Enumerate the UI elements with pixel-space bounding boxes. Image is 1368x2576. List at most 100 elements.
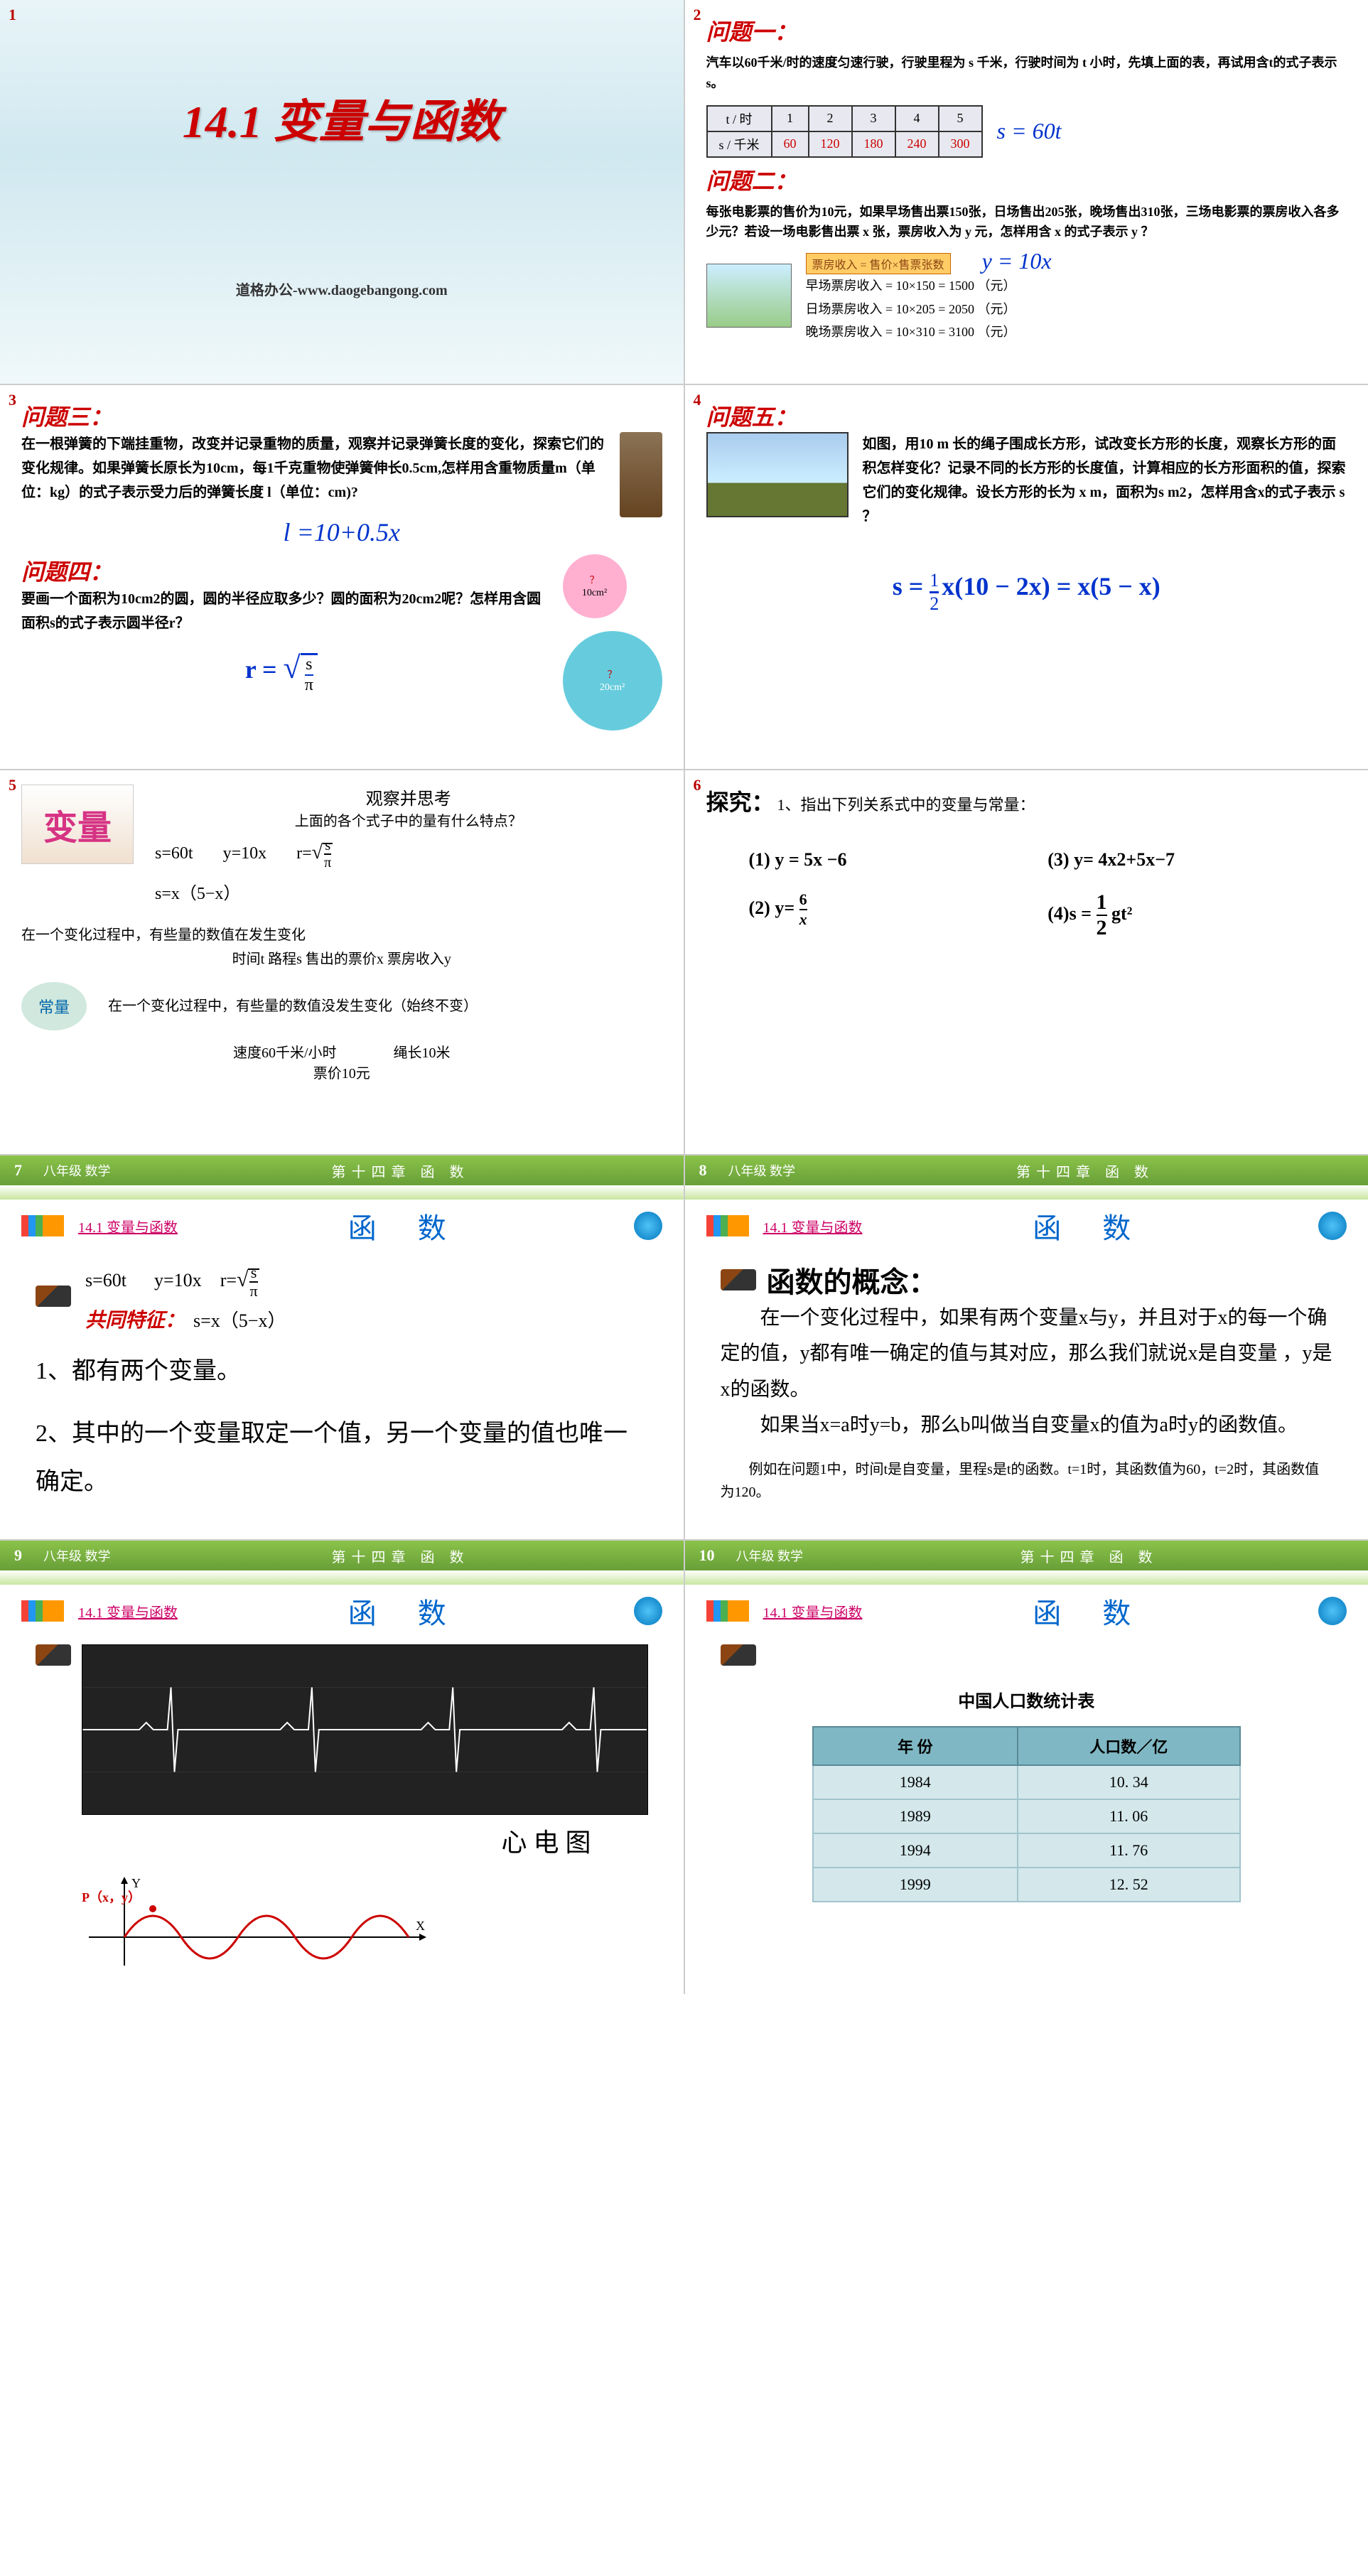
pencil-icon xyxy=(706,1215,749,1236)
eq3: s=x（5−x） xyxy=(155,879,662,904)
eq-line-2: 共同特征： s=x（5−x） xyxy=(85,1305,286,1333)
eq-col: s=60t y=10x r=√sπ 共同特征： s=x（5−x） xyxy=(85,1259,286,1333)
eq1: s=60t xyxy=(155,844,193,863)
eq2: y=10x xyxy=(223,844,267,863)
separator xyxy=(685,1570,1368,1585)
globe-icon xyxy=(1318,1212,1347,1240)
question-4-text: 要画一个面积为10cm2的圆，圆的半径应取多少？圆的面积为20cm2呢？怎样用含… xyxy=(21,587,542,635)
brush-icon xyxy=(721,1269,756,1290)
revenue-formula-row: 票房收入 = 售价×售票张数 y = 10x xyxy=(806,248,1052,274)
ecg-label: 心 电 图 xyxy=(82,1822,648,1859)
ft: 6 xyxy=(799,892,807,907)
eq-grid: (1) y = 5x −6 (3) y= 4x2+5x−7 (2) y= 6 x… xyxy=(749,849,1305,939)
eq-line-1: s=60t y=10x r=√sπ xyxy=(85,1265,286,1299)
calc-column: 票房收入 = 售价×售票张数 y = 10x 早场票房收入 = 10×150 =… xyxy=(806,248,1052,343)
fraction: 1 2 xyxy=(1097,892,1107,939)
ecg-col: 心 电 图 P（x，y） Y X xyxy=(82,1644,648,1973)
y-label: Y xyxy=(131,1876,141,1890)
eq-row: s=60t y=10x r=√sπ 共同特征： s=x（5−x） xyxy=(36,1259,648,1333)
table-header-row: t / 时 1 2 3 4 5 xyxy=(707,106,982,131)
pencil-icon xyxy=(21,1600,64,1622)
sub-header: 14.1 变量与函数 函 数 xyxy=(685,1200,1368,1252)
concept-title: 函数的概念： xyxy=(767,1259,937,1300)
feature-label: 共同特征： xyxy=(85,1310,185,1332)
population-table: 年 份 人口数／亿 198410. 34 198911. 06 199411. … xyxy=(812,1726,1241,1902)
question-5-text: 如图，用10 m 长的绳子围成长方形，试改变长方形的长度，观察长方形的面积怎样变… xyxy=(863,432,1347,529)
page-number: 1 xyxy=(9,6,16,24)
x-label: X xyxy=(416,1919,425,1933)
slide-footer: 道格办公-www.daogebangong.com xyxy=(236,279,448,299)
scene-image-icon xyxy=(706,432,849,517)
question-5-label: 问题五： xyxy=(706,399,1347,432)
separator xyxy=(0,1570,684,1585)
th: 2 xyxy=(809,106,852,131)
globe-icon xyxy=(1318,1597,1347,1625)
title-cn: 函 数 xyxy=(877,1205,1305,1246)
ecg-line xyxy=(83,1688,647,1772)
subheader: 上面的各个式子中的量有什么特点？ xyxy=(155,809,662,830)
q3-row: 在一根弹簧的下端挂重物，改变并记录重物的质量，观察并记录弹簧长度的变化，探索它们… xyxy=(21,432,662,517)
circle2-label: 20cm² xyxy=(600,682,625,693)
q-mark: ？ xyxy=(590,576,600,586)
concept-body-1: 在一个变化过程中，如果有两个变量x与y，并且对于x的每一个确定的值，y都有唯一确… xyxy=(721,1300,1333,1408)
frac-top: 1 xyxy=(930,571,939,590)
eq-rest: x(10 − 2x) = x(5 − x) xyxy=(942,572,1160,600)
green-header: 7 八年级 数学 第十四章 函 数 xyxy=(0,1155,684,1185)
y-arrow-icon xyxy=(121,1877,128,1884)
ecg-chart xyxy=(82,1644,648,1815)
revenue-row: 票房收入 = 售价×售票张数 y = 10x 早场票房收入 = 10×150 =… xyxy=(706,248,1347,343)
table-row: 199912. 52 xyxy=(813,1868,1240,1902)
concept-body-2: 如果当x=a时y=b，那么b叫做当自变量x的值为a时y的函数值。 xyxy=(721,1408,1333,1443)
fb: π xyxy=(249,1283,257,1299)
question-4-label: 问题四： xyxy=(21,554,542,587)
cell: 10. 34 xyxy=(1018,1765,1240,1799)
example-text: 例如在问题1中，时间t是自变量，里程s是t的函数。t=1时，其函数值为60，t=… xyxy=(721,1458,1333,1504)
ecg-row: 心 电 图 P（x，y） Y X xyxy=(36,1644,648,1973)
th: 4 xyxy=(895,106,939,131)
question-2-text: 每张电影票的售价为10元，如果早场售出票150张，日场售出205张，晚场售出31… xyxy=(706,202,1347,243)
brush-icon xyxy=(36,1286,71,1307)
table-eq-row: t / 时 1 2 3 4 5 s / 千米 60 120 180 240 30… xyxy=(706,99,1347,163)
list-item-1: 1、都有两个变量。 xyxy=(36,1347,648,1396)
big-circle-icon: ？ 20cm² xyxy=(563,631,662,731)
fraction: sπ xyxy=(249,1265,257,1299)
title-row: 函数的概念： xyxy=(721,1259,1333,1300)
sub-header: 14.1 变量与函数 函 数 xyxy=(685,1585,1368,1637)
slide-body: 函数的概念： 在一个变化过程中，如果有两个变量x与y，并且对于x的每一个确定的值… xyxy=(685,1252,1368,1525)
x-arrow-icon xyxy=(419,1934,426,1941)
ft: 1 xyxy=(1097,892,1107,913)
eq2-label: (2) y= xyxy=(749,898,795,918)
chapter-label: 第十四章 函 数 xyxy=(824,1546,1354,1566)
cell: 11. 76 xyxy=(1018,1833,1240,1868)
title-cn: 函 数 xyxy=(877,1590,1305,1632)
eq-prefix: s = xyxy=(893,572,930,600)
page-number: 3 xyxy=(9,391,16,409)
explore-title: 探究： xyxy=(706,789,775,815)
equation-3: l =10+0.5x xyxy=(283,518,400,546)
cell: 300 xyxy=(939,131,982,157)
fraction: sπ xyxy=(305,655,313,695)
table-header-row: 年 份 人口数／亿 xyxy=(813,1727,1240,1765)
pencil-icon xyxy=(21,1215,64,1236)
th: 1 xyxy=(772,106,809,131)
sqrt-content: sπ xyxy=(301,653,318,695)
grade-label: 八年级 数学 xyxy=(736,1546,804,1565)
data-table: t / 时 1 2 3 4 5 s / 千米 60 120 180 240 30… xyxy=(706,105,983,158)
intro: 1、指出下列关系式中的变量与常量： xyxy=(777,796,1035,814)
cell: 60 xyxy=(772,131,809,157)
cell: 1984 xyxy=(813,1765,1018,1799)
circle1-label: 10cm² xyxy=(582,588,607,598)
wave-chart: P（x，y） Y X xyxy=(82,1873,648,1973)
breadcrumb: 14.1 变量与函数 xyxy=(763,1601,863,1622)
frac-bot: π xyxy=(305,676,313,695)
ex2: 绳长10米 xyxy=(394,1041,451,1062)
breadcrumb: 14.1 变量与函数 xyxy=(78,1216,178,1236)
cell: 180 xyxy=(852,131,895,157)
q5-row: 如图，用10 m 长的绳子围成长方形，试改变长方形的长度，观察长方形的面积怎样变… xyxy=(706,432,1347,529)
s5-top-row: 变量 观察并思考 上面的各个式子中的量有什么特点？ s=60t y=10x r=… xyxy=(21,785,662,912)
eq1: (1) y = 5x −6 xyxy=(749,849,1006,871)
eq4-rest: gt² xyxy=(1111,903,1132,924)
table-row: 198410. 34 xyxy=(813,1765,1240,1799)
ex3: 票价10元 xyxy=(21,1062,662,1082)
fb: x xyxy=(799,912,807,927)
